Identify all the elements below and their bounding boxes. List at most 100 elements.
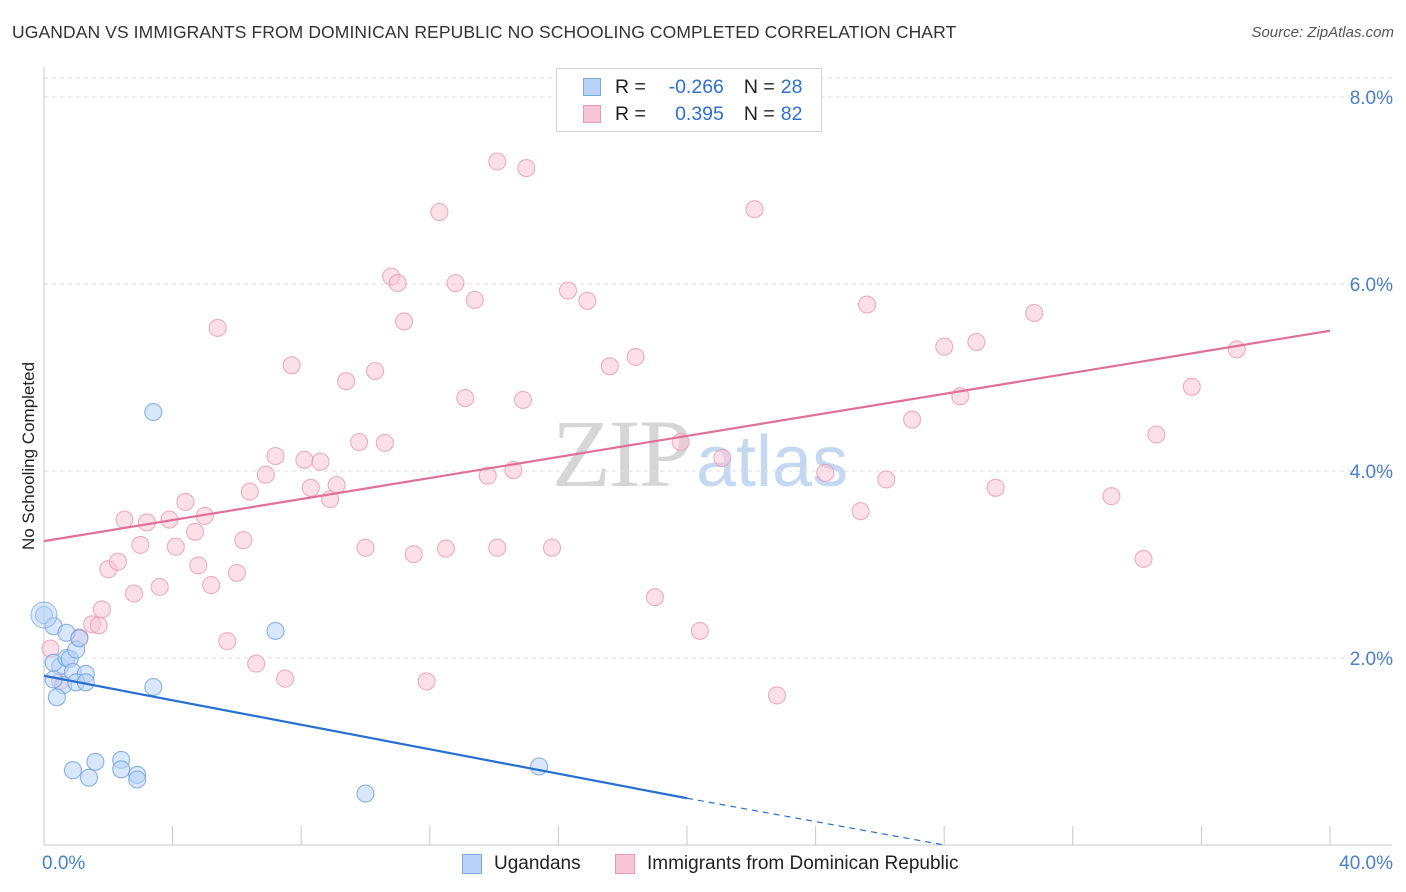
data-point: [488, 152, 507, 171]
legend-r-label: R =: [615, 102, 646, 125]
data-point: [350, 432, 369, 452]
data-point: [202, 576, 221, 595]
data-point: [600, 357, 619, 376]
data-point: [1147, 425, 1166, 444]
data-point: [967, 332, 986, 352]
bottom-legend-swatch-dominican: [615, 854, 635, 874]
data-point: [404, 545, 423, 564]
data-point: [513, 390, 533, 409]
data-point: [124, 584, 144, 603]
y-tick-label: 6.0%: [1350, 275, 1393, 296]
bottom-legend: Ugandans Immigrants from Dominican Repub…: [0, 850, 1406, 878]
data-point: [282, 356, 301, 375]
data-point: [227, 563, 246, 582]
data-point: [713, 448, 732, 467]
data-point: [986, 478, 1005, 497]
legend-n-value: 28: [780, 75, 803, 98]
data-point: [79, 768, 99, 787]
data-point: [857, 295, 877, 314]
data-point: [112, 760, 131, 779]
bottom-legend-label-ugandans: Ugandans: [494, 853, 581, 874]
data-point: [745, 200, 764, 219]
data-point: [63, 761, 82, 780]
data-point: [1182, 377, 1201, 396]
data-point: [327, 475, 346, 495]
data-point: [356, 784, 375, 803]
legend-n-label: N =: [743, 75, 775, 98]
bottom-legend-dominican: Immigrants from Dominican Republic: [615, 850, 959, 878]
data-point: [530, 757, 549, 776]
data-point: [375, 433, 394, 452]
data-point: [1025, 303, 1044, 323]
x-ticks: [43, 826, 1331, 845]
data-point: [218, 632, 237, 651]
x-tick-label-min: 0.0%: [42, 853, 85, 874]
legend-n-value: 82: [780, 102, 803, 125]
data-point: [115, 510, 134, 529]
data-point: [465, 290, 484, 309]
data-point: [417, 672, 436, 691]
data-point: [430, 202, 449, 222]
data-point: [488, 538, 507, 557]
data-point: [645, 588, 664, 607]
source-label: Source: ZipAtlas.com: [1251, 24, 1394, 41]
data-point: [276, 669, 295, 688]
bottom-legend-swatch-ugandans: [462, 854, 482, 874]
data-point: [395, 312, 414, 331]
legend-swatch-ugandans: [583, 78, 601, 96]
legend-r-label: R =: [615, 75, 646, 98]
series-dominican-points: [41, 152, 1246, 705]
data-point: [176, 492, 195, 511]
data-point: [144, 677, 163, 697]
data-point: [935, 337, 954, 356]
data-point: [128, 770, 147, 789]
trend-line-0: [43, 674, 688, 800]
data-point: [558, 281, 578, 300]
y-tick-labels: 2.0% 4.0% 6.0% 8.0%: [1350, 88, 1393, 670]
data-point: [166, 537, 185, 556]
data-point: [446, 274, 465, 293]
data-point: [877, 470, 896, 489]
data-point: [108, 552, 127, 571]
data-point: [47, 688, 66, 707]
data-point: [337, 372, 356, 391]
data-point: [86, 752, 105, 771]
data-point: [70, 629, 89, 648]
data-point: [542, 538, 562, 557]
data-point: [816, 463, 835, 482]
data-point: [478, 466, 497, 485]
data-point: [234, 531, 253, 550]
legend-swatch-dominican: [583, 105, 601, 123]
data-point: [356, 538, 375, 557]
data-point-large: [30, 601, 58, 629]
data-point: [189, 556, 208, 575]
legend-row-dominican: R = 0.395 N = 82: [557, 100, 802, 128]
legend-r-value: -0.266: [668, 75, 724, 98]
data-point: [311, 452, 330, 471]
data-point: [208, 318, 227, 337]
data-point: [186, 522, 205, 541]
data-point: [295, 450, 314, 469]
data-point: [150, 577, 169, 596]
data-point: [626, 347, 645, 366]
y-axis-title: No Schooling Completed: [19, 362, 38, 550]
data-point: [366, 361, 385, 381]
bottom-legend-ugandans: Ugandans: [462, 850, 581, 878]
data-point: [1227, 340, 1246, 359]
data-point: [436, 539, 455, 558]
trend-line-1: [43, 329, 1331, 543]
data-point: [1134, 549, 1153, 568]
x-tick-label-max: 40.0%: [1339, 853, 1393, 874]
data-point: [266, 446, 285, 466]
data-point: [144, 403, 163, 422]
data-point: [388, 274, 407, 293]
data-point: [301, 478, 320, 497]
bottom-legend-label-dominican: Immigrants from Dominican Republic: [647, 853, 959, 874]
data-point: [767, 686, 787, 705]
y-tick-label: 8.0%: [1350, 88, 1393, 109]
y-tick-label: 4.0%: [1350, 462, 1393, 483]
legend-row-ugandans: R = -0.266 N = 28: [557, 73, 802, 101]
data-point: [266, 621, 285, 640]
legend-n-label: N =: [743, 102, 775, 125]
